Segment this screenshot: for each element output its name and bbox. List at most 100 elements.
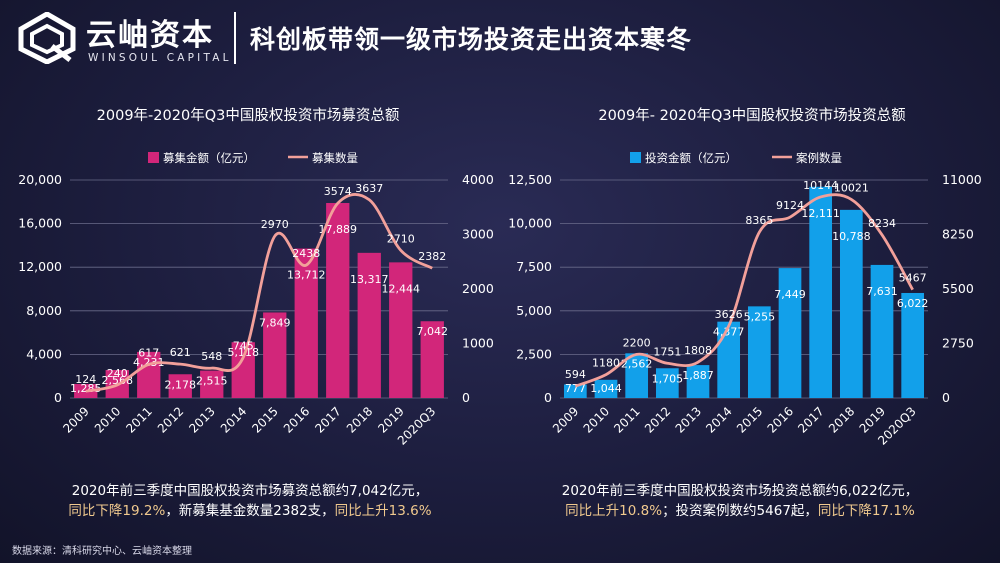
x-tick-label: 2012 bbox=[642, 404, 673, 435]
bar bbox=[389, 262, 413, 398]
summary-text: ；投资案例数约5467起， bbox=[662, 503, 818, 519]
x-tick-label: 2011 bbox=[123, 404, 154, 435]
winsoul-logo-icon bbox=[18, 12, 76, 64]
summary-text: 2020年前三季度中国股权投资市场募资总额约7,042亿元， bbox=[71, 483, 429, 499]
x-tick-label: 2016 bbox=[765, 404, 796, 435]
y-right-tick-label: 5500 bbox=[942, 281, 974, 296]
legend-label: 投资金额（亿元） bbox=[645, 151, 737, 165]
y-right-tick-label: 4000 bbox=[462, 172, 494, 187]
bar bbox=[357, 252, 381, 398]
bar-value-label: 10,788 bbox=[832, 230, 871, 243]
summary-investment: 2020年前三季度中国股权投资市场投资总额约6,022亿元， 同比上升10.8%… bbox=[500, 481, 980, 521]
line-value-label: 5467 bbox=[899, 272, 927, 285]
bar-value-label: 12,111 bbox=[801, 207, 840, 220]
bar bbox=[326, 203, 350, 398]
legend-label: 案例数量 bbox=[796, 151, 842, 165]
x-tick-label: 2013 bbox=[673, 404, 704, 435]
bar-value-label: 4,377 bbox=[713, 326, 745, 339]
x-tick-label: 2011 bbox=[611, 404, 642, 435]
line-value-label: 621 bbox=[170, 346, 191, 359]
summary-text: ，新募集基金数量2382支， bbox=[165, 503, 335, 519]
bar bbox=[200, 370, 224, 398]
fundraising-chart: 0 4,000 8,000 12,000 16,000 20,000 0 1000 2000 30… bbox=[18, 151, 494, 448]
bar bbox=[625, 353, 649, 398]
data-source: 数据来源：清科研究中心、云岫资本整理 bbox=[12, 546, 192, 557]
bar-value-label: 2,515 bbox=[196, 375, 228, 388]
x-tick-label: 2013 bbox=[186, 404, 217, 435]
line-value-label: 2200 bbox=[623, 336, 651, 349]
y-right-tick-label: 0 bbox=[942, 390, 950, 405]
y-right-tick-label: 2000 bbox=[462, 281, 494, 296]
bar bbox=[168, 374, 192, 398]
chart-title-fundraising: 2009年-2020年Q3中国股权投资市场募资总额 bbox=[96, 108, 400, 124]
line-value-label: 2382 bbox=[418, 250, 446, 263]
legend-swatch-bar bbox=[148, 152, 159, 163]
y-left-tick-label: 2,500 bbox=[516, 346, 552, 361]
y-left-tick-label: 12,500 bbox=[508, 172, 552, 187]
y-left-tick-label: 0 bbox=[544, 390, 552, 405]
line-value-label: 548 bbox=[201, 350, 222, 363]
x-tick-label: 2015 bbox=[249, 404, 280, 435]
investment-chart: 0 2,500 5,000 7,500 10,000 12,500 0 2750 5500 825… bbox=[508, 151, 982, 448]
x-tick-label: 2017 bbox=[312, 404, 343, 435]
bar-value-label: 7,042 bbox=[417, 325, 449, 338]
x-tick-label: 2014 bbox=[218, 404, 249, 435]
bar-value-label: 7,631 bbox=[866, 285, 898, 298]
line-value-label: 8234 bbox=[868, 217, 896, 230]
y-right-tick-label: 3000 bbox=[462, 227, 494, 242]
bar bbox=[231, 342, 255, 398]
line-value-label: 2970 bbox=[261, 218, 289, 231]
summary-fundraising: 2020年前三季度中国股权投资市场募资总额约7,042亿元， 同比下降19.2%… bbox=[10, 481, 490, 521]
bar-value-label: 1,285 bbox=[70, 382, 102, 395]
summary-highlight: 同比上升10.8% bbox=[565, 503, 663, 519]
x-tick-label: 2017 bbox=[795, 404, 826, 435]
chart-title-investment: 2009年- 2020年Q3中国股权投资市场投资总额 bbox=[598, 108, 906, 124]
summary-highlight: 同比上升13.6% bbox=[334, 503, 432, 519]
bar bbox=[263, 312, 287, 398]
line-value-label: 1751 bbox=[653, 345, 681, 358]
bar bbox=[655, 368, 679, 398]
legend-label: 募集数量 bbox=[312, 151, 358, 165]
x-tick-label: 2018 bbox=[344, 404, 375, 435]
x-tick-label: 2009 bbox=[550, 404, 581, 435]
line-value-label: 10021 bbox=[834, 181, 869, 194]
page-title: 科创板带领一级市场投资走出资本寒冬 bbox=[250, 25, 693, 54]
x-tick-label: 2014 bbox=[703, 404, 734, 435]
bar-value-label: 13,712 bbox=[287, 269, 326, 282]
y-left-tick-label: 20,000 bbox=[18, 172, 62, 187]
bar-value-label: 4,231 bbox=[133, 356, 165, 369]
bar-value-label: 7,449 bbox=[774, 288, 806, 301]
bar-value-label: 2,178 bbox=[165, 378, 197, 391]
y-left-tick-label: 12,000 bbox=[18, 259, 62, 274]
y-left-tick-label: 10,000 bbox=[508, 216, 552, 231]
x-tick-label: 2010 bbox=[92, 404, 123, 435]
line-value-label: 1808 bbox=[684, 344, 712, 357]
y-right-tick-label: 0 bbox=[462, 390, 470, 405]
y-left-tick-label: 7,500 bbox=[516, 259, 552, 274]
series-line bbox=[574, 193, 914, 388]
bar-value-label: 5,255 bbox=[744, 310, 776, 323]
line-value-label: 2710 bbox=[387, 232, 415, 245]
bar bbox=[778, 268, 802, 398]
x-tick-label: 2016 bbox=[281, 404, 312, 435]
line-value-label: 3626 bbox=[715, 308, 743, 321]
bar bbox=[563, 384, 587, 398]
x-tick-label: 2012 bbox=[155, 404, 186, 435]
line-value-label: 124 bbox=[75, 373, 96, 386]
summary-text: 2020年前三季度中国股权投资市场投资总额约6,022亿元， bbox=[561, 483, 919, 499]
bar-value-label: 1,044 bbox=[590, 382, 622, 395]
y-left-tick-label: 0 bbox=[54, 390, 62, 405]
y-right-tick-label: 11000 bbox=[942, 172, 982, 187]
y-right-tick-label: 1000 bbox=[462, 336, 494, 351]
x-tick-label: 2009 bbox=[60, 404, 91, 435]
bar-value-label: 1,705 bbox=[652, 372, 684, 385]
bar-value-label: 2,562 bbox=[621, 357, 653, 370]
line-value-label: 745 bbox=[233, 339, 254, 352]
line-value-label: 8365 bbox=[745, 214, 773, 227]
line-value-label: 1180 bbox=[592, 357, 620, 370]
line-value-label: 240 bbox=[107, 367, 128, 380]
header-divider bbox=[234, 12, 236, 64]
bar-value-label: 17,889 bbox=[319, 223, 358, 236]
bar-value-label: 2,568 bbox=[102, 374, 134, 387]
x-tick-label: 2015 bbox=[734, 404, 765, 435]
